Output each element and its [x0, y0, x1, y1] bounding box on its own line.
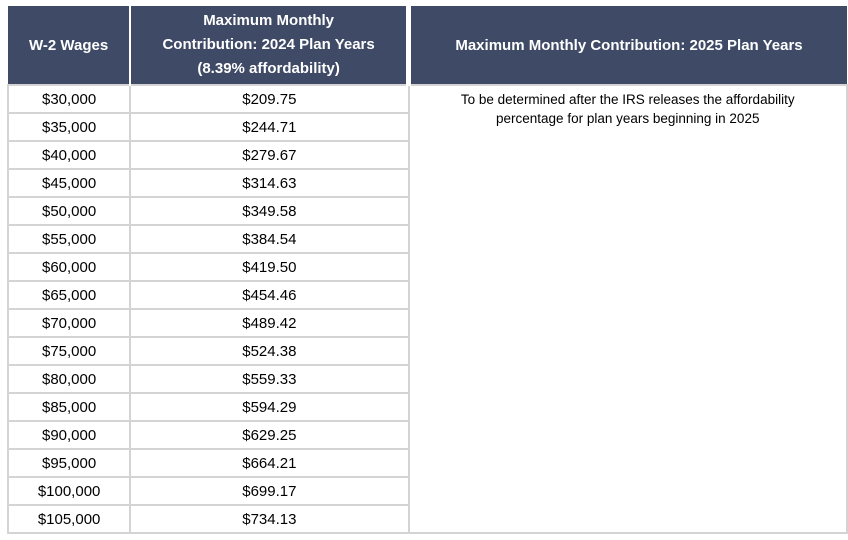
wages-cell: $80,000	[6, 364, 132, 394]
table-row: $100,000 $699.17	[6, 476, 847, 506]
wages-cell: $45,000	[6, 168, 132, 198]
header-2024-line1: Maximum Monthly	[203, 12, 335, 29]
table-row: $95,000 $664.21	[6, 448, 847, 478]
wages-cell: $90,000	[6, 420, 132, 450]
table-body: $30,000 $209.75 To be determined after the…	[6, 84, 848, 534]
wages-cell: $60,000	[6, 252, 132, 282]
table-row: $40,000 $279.67	[6, 140, 847, 170]
contribution-2024-cell: $594.29	[129, 392, 410, 422]
note-2025-cell: To be determined after the IRS releases …	[407, 84, 848, 534]
contribution-2024-cell: $559.33	[129, 364, 410, 394]
wages-cell: $65,000	[6, 280, 132, 310]
wages-cell: $85,000	[6, 392, 132, 422]
header-2025-plan-years: Maximum Monthly Contribution: 2025 Plan …	[406, 6, 847, 85]
table-row: $50,000 $349.58	[6, 196, 847, 226]
wages-cell: $35,000	[6, 112, 132, 142]
table-row: $60,000 $419.50	[6, 252, 847, 282]
table-row: $90,000 $629.25	[6, 420, 847, 450]
contribution-2024-cell: $384.54	[129, 224, 410, 254]
contribution-2024-cell: $664.21	[129, 448, 410, 478]
contribution-2024-cell: $209.75	[129, 84, 410, 114]
table-row: $85,000 $594.29	[6, 392, 847, 422]
table-row: $80,000 $559.33	[6, 364, 847, 394]
wages-cell: $105,000	[6, 504, 132, 534]
affordability-table-container: W-2 Wages Maximum Monthly Contribution: …	[6, 6, 848, 534]
wages-cell: $30,000	[6, 84, 132, 114]
contribution-2024-cell: $419.50	[129, 252, 410, 282]
table-row: $30,000 $209.75 To be determined after the…	[6, 84, 848, 534]
header-2024-line3: (8.39% affordability)	[197, 60, 340, 77]
note-2025-text: To be determined after the IRS releases …	[460, 92, 795, 126]
header-w2-wages: W-2 Wages	[8, 6, 131, 85]
contribution-2024-cell: $489.42	[129, 308, 410, 338]
wages-cell: $50,000	[6, 196, 132, 226]
table-row: $35,000 $244.71	[6, 112, 847, 142]
table-row: $55,000 $384.54	[6, 224, 847, 254]
contribution-2024-cell: $244.71	[129, 112, 410, 142]
table-row: $65,000 $454.46	[6, 280, 847, 310]
header-row: W-2 Wages Maximum Monthly Contribution: …	[8, 6, 847, 85]
contribution-2024-cell: $314.63	[129, 168, 410, 198]
contribution-2024-cell: $629.25	[129, 420, 410, 450]
contribution-2024-cell: $454.46	[129, 280, 410, 310]
contribution-2024-cell: $734.13	[129, 504, 410, 534]
contribution-2024-cell: $349.58	[129, 196, 410, 226]
wages-cell: $95,000	[6, 448, 132, 478]
contribution-2024-cell: $524.38	[129, 336, 410, 366]
wages-cell: $55,000	[6, 224, 132, 254]
contribution-2024-cell: $279.67	[129, 140, 410, 170]
wages-cell: $40,000	[6, 140, 132, 170]
header-2024-plan-years: Maximum Monthly Contribution: 2024 Plan …	[129, 6, 409, 85]
header-2024-line2: Contribution: 2024 Plan Years	[162, 36, 375, 53]
wages-cell: $70,000	[6, 308, 132, 338]
affordability-table: W-2 Wages Maximum Monthly Contribution: …	[6, 6, 848, 534]
table-row: $105,000 $734.13	[6, 504, 847, 534]
table-row: $45,000 $314.63	[6, 168, 847, 198]
contribution-2024-cell: $699.17	[129, 476, 410, 506]
table-row: $70,000 $489.42	[6, 308, 847, 338]
wages-cell: $75,000	[6, 336, 132, 366]
wages-cell: $100,000	[6, 476, 132, 506]
table-row: $75,000 $524.38	[6, 336, 847, 366]
